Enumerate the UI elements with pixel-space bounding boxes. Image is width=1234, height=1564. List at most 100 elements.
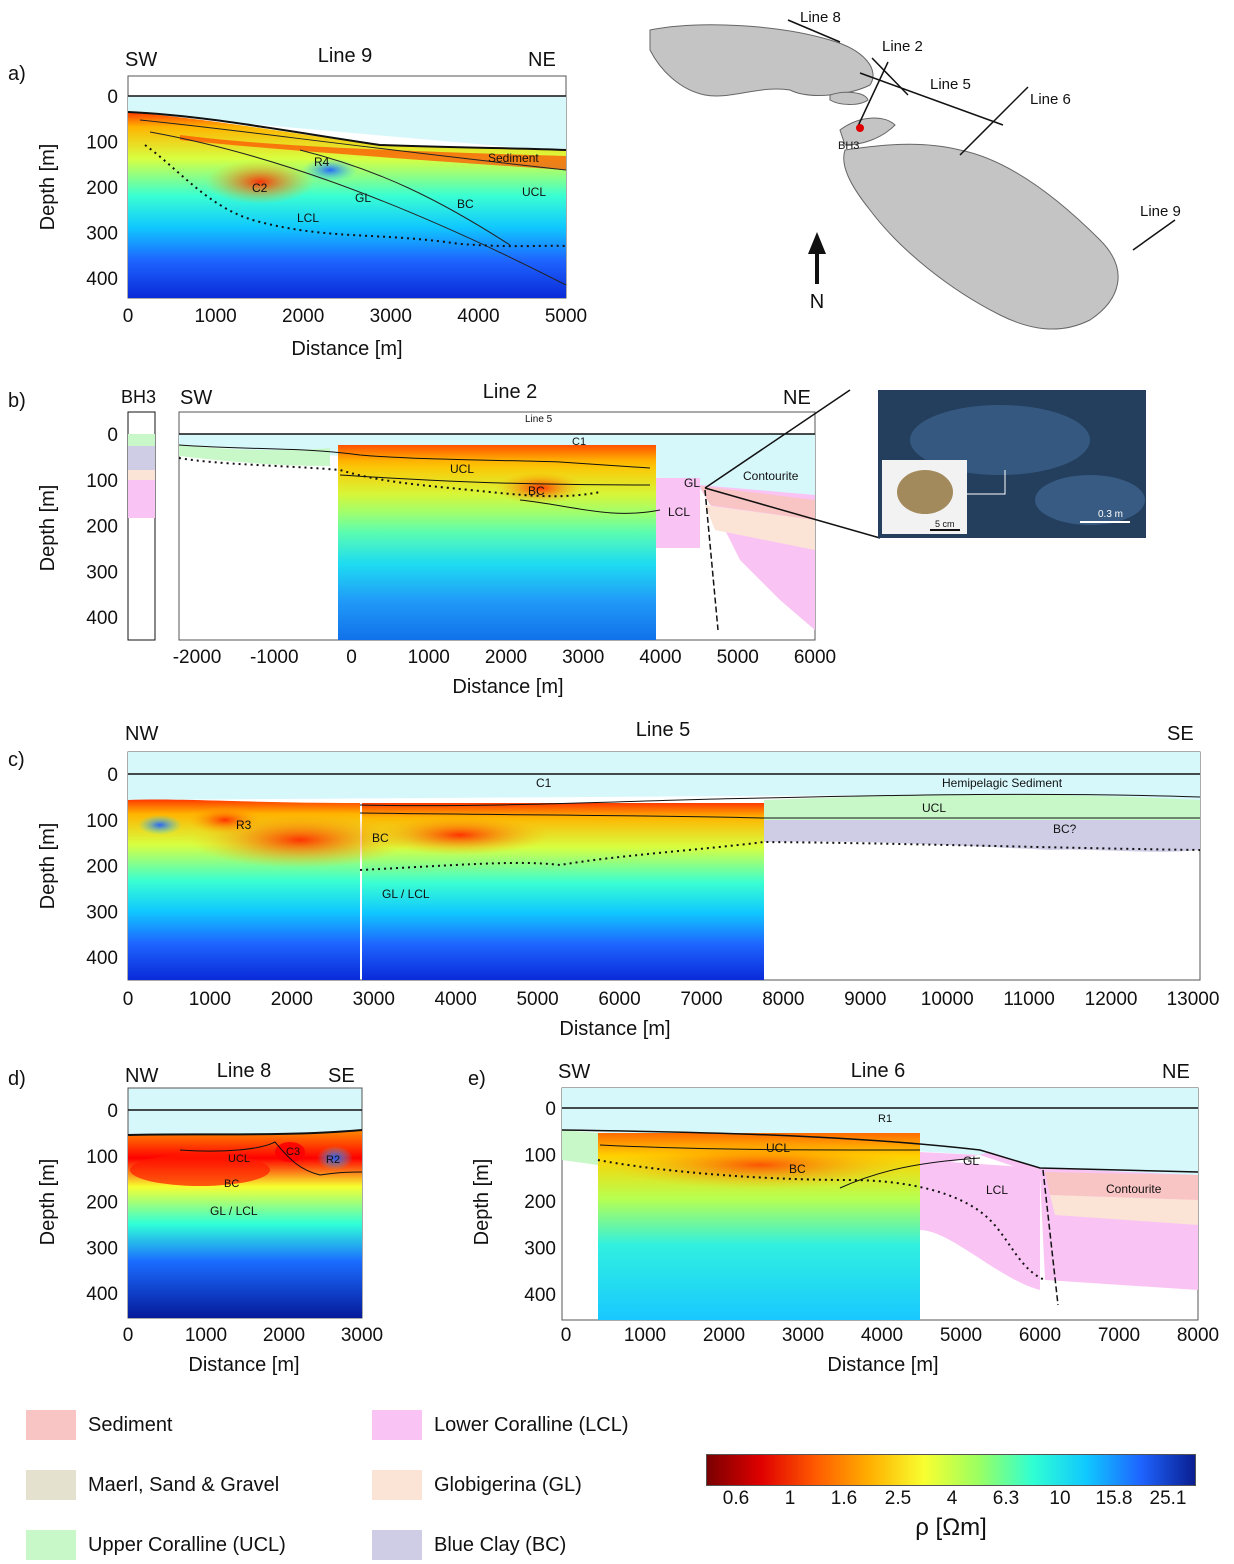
y-tick-label: 100 (86, 133, 118, 154)
x-axis-label: Distance [m] (452, 676, 563, 698)
label-c3: C3 (286, 1146, 300, 1158)
x-tick-label: 4000 (435, 989, 477, 1010)
map-label-line9: Line 9 (1140, 203, 1181, 220)
label-bc-question: BC? (1053, 822, 1077, 836)
legend-swatch (372, 1470, 422, 1500)
borehole-label: BH3 (121, 387, 156, 407)
y-tick-label: 100 (524, 1146, 556, 1167)
x-axis: 0 1000 2000 3000 4000 5000 6000 7000 8000 9000 100… (123, 989, 1220, 1010)
legend-label: Lower Coralline (LCL) (434, 1413, 629, 1436)
x-tick-label: 2000 (263, 1325, 305, 1346)
colorbar-label: ρ [Ωm] (915, 1514, 987, 1541)
y-tick-label: 400 (86, 269, 118, 290)
direction-left: NW (125, 1065, 158, 1087)
panel-letter: c) (8, 749, 25, 771)
label-bc: BC (789, 1162, 806, 1176)
legend-item-ucl: Upper Coralline (UCL) (26, 1530, 286, 1560)
map-label-line2: Line 2 (882, 38, 923, 55)
y-tick-label: 200 (524, 1192, 556, 1213)
colorbar-gradient (706, 1454, 1196, 1486)
x-tick-label: 3000 (782, 1325, 824, 1346)
y-tick-label: 100 (86, 811, 118, 832)
x-axis: 0 1000 2000 3000 (123, 1325, 383, 1346)
legend-item-maerl: Maerl, Sand & Gravel (26, 1470, 279, 1500)
x-tick-label: 6000 (794, 647, 836, 668)
map-label-line8: Line 8 (800, 9, 841, 26)
label-ucl: UCL (922, 801, 946, 815)
colorbar-tick-label: 15.8 (1095, 1488, 1133, 1509)
y-tick-label: 0 (107, 765, 118, 786)
label-ucl: UCL (522, 185, 546, 199)
label-lcl: LCL (668, 505, 690, 519)
x-tick-label: 2000 (485, 647, 527, 668)
y-axis: 0 100 200 300 400 (86, 87, 118, 290)
label-gl: GL (355, 191, 371, 205)
label-contourite: Contourite (743, 469, 799, 483)
y-tick-label: 300 (86, 902, 118, 923)
x-tick-label: 5000 (717, 647, 759, 668)
label-bc: BC (528, 484, 545, 498)
panel-title: Line 9 (318, 45, 373, 67)
x-tick-label: -1000 (250, 647, 299, 668)
label-gl-lcl: GL / LCL (382, 887, 430, 901)
label-bc: BC (224, 1178, 239, 1190)
y-tick-label: 200 (86, 1193, 118, 1214)
label-c2: C2 (252, 181, 268, 195)
colorbar-tick-label: 10 (1049, 1488, 1071, 1509)
y-tick-label: 0 (107, 1101, 118, 1122)
label-r3: R3 (236, 818, 252, 832)
label-contourite: Contourite (1106, 1182, 1162, 1196)
panel-title: Line 5 (636, 719, 691, 741)
legend-swatch (372, 1410, 422, 1440)
x-axis-label: Distance [m] (188, 1354, 299, 1376)
x-tick-label: 5000 (516, 989, 558, 1010)
label-gl: GL (684, 476, 700, 490)
y-tick-label: 200 (86, 178, 118, 199)
y-tick-label: 400 (86, 608, 118, 629)
x-axis: -2000 -1000 0 1000 2000 3000 4000 5000 6000 (173, 647, 836, 668)
panel-letter: d) (8, 1068, 26, 1090)
x-tick-label: 4000 (457, 306, 499, 327)
direction-right: NE (783, 387, 811, 409)
y-tick-label: 300 (524, 1239, 556, 1260)
map-label-line5: Line 5 (930, 76, 971, 93)
legend-item-lcl: Lower Coralline (LCL) (372, 1410, 629, 1440)
direction-right: SE (1167, 723, 1194, 745)
panel-title: Line 2 (483, 381, 538, 403)
colorbar-tick-label: 25.1 (1149, 1488, 1187, 1509)
x-tick-label: 4000 (639, 647, 681, 668)
x-tick-label: 5000 (545, 306, 587, 327)
panel-title: Line 8 (217, 1060, 272, 1082)
label-c1: C1 (536, 776, 552, 790)
x-tick-label: 1000 (189, 989, 231, 1010)
x-tick-label: 7000 (680, 989, 722, 1010)
direction-right: NE (1162, 1061, 1190, 1083)
direction-left: SW (558, 1061, 590, 1083)
legend-item-bc: Blue Clay (BC) (372, 1530, 566, 1560)
y-tick-label: 200 (86, 517, 118, 538)
legend-swatch (26, 1530, 76, 1560)
y-tick-label: 100 (86, 1147, 118, 1168)
colorbar-ticks: 0.6 1 1.6 2.5 4 6.3 10 15.8 25.1 (706, 1486, 1196, 1512)
figure: a) Line 9 SW NE R4 C2 GL LCL BC UCL Sedi… (8, 9, 1220, 1376)
x-tick-label: 1000 (185, 1325, 227, 1346)
panel-letter: e) (468, 1068, 486, 1090)
y-axis: 0 100 200 300 400 (86, 1101, 118, 1305)
colorbar: 0.6 1 1.6 2.5 4 6.3 10 15.8 25.1 ρ [Ωm] (706, 1454, 1196, 1542)
x-tick-label: 6000 (598, 989, 640, 1010)
x-axis: 0 1000 2000 3000 4000 5000 6000 7000 8000 (561, 1325, 1219, 1346)
y-tick-label: 0 (545, 1099, 556, 1120)
y-axis-label: Depth [m] (37, 823, 59, 910)
label-ucl: UCL (450, 462, 474, 476)
colorbar-tick-label: 2.5 (884, 1488, 912, 1509)
label-bc: BC (372, 831, 389, 845)
x-tick-label: 3000 (562, 647, 604, 668)
colorbar-tick-label: 4 (946, 1488, 958, 1509)
label-gl-lcl: GL / LCL (210, 1204, 258, 1218)
x-tick-label: 5000 (940, 1325, 982, 1346)
legend-label: Upper Coralline (UCL) (88, 1533, 286, 1556)
y-axis: 0 100 200 300 400 (524, 1099, 556, 1306)
colorbar-tick-label: 6.3 (992, 1488, 1020, 1509)
x-tick-label: 2000 (282, 306, 324, 327)
x-tick-label: 3000 (341, 1325, 383, 1346)
